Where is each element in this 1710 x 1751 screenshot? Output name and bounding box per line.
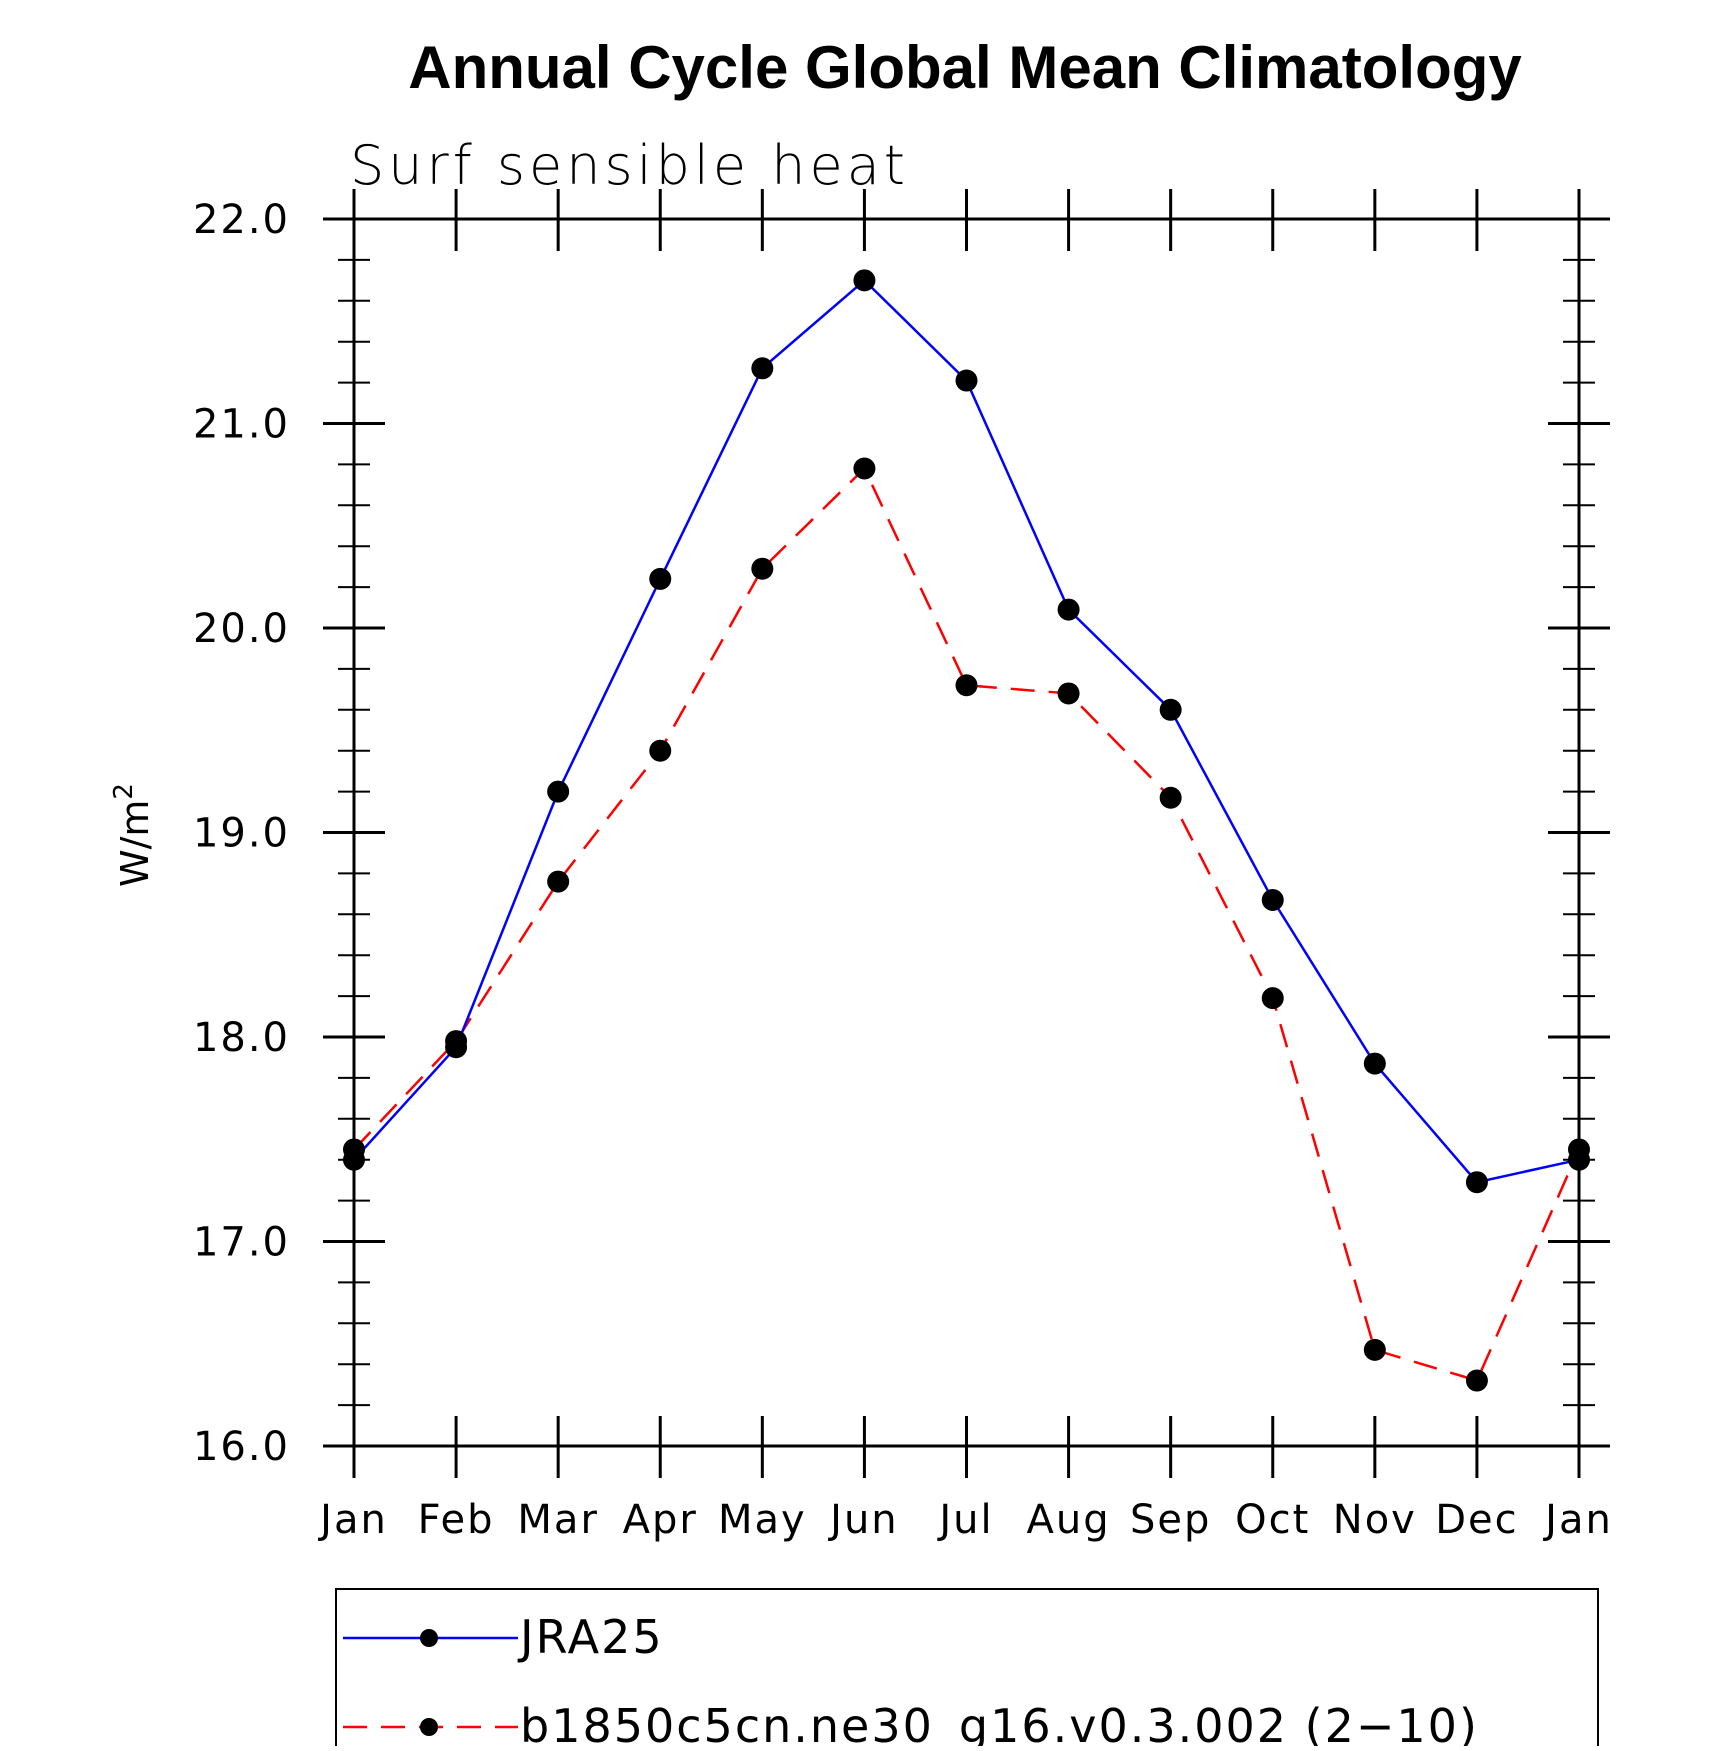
legend: JRA25 b1850c5cn.ne30_g16.v0.3.002 (2−10) bbox=[335, 1588, 1599, 1751]
legend-marker-model bbox=[420, 1718, 438, 1736]
legend-label-jra25: JRA25 bbox=[517, 1610, 664, 1664]
series-line-1 bbox=[353, 466, 1581, 1383]
legend-label-model: b1850c5cn.ne30_g16.v0.3.002 (2−10) bbox=[520, 1699, 1479, 1746]
series-1-point bbox=[1159, 786, 1182, 809]
y-tick-label: 22.0 bbox=[193, 197, 290, 243]
y-tick-label: 20.0 bbox=[193, 606, 290, 652]
y-axis-label-superscript: 2 bbox=[109, 783, 139, 800]
series-0-point bbox=[1057, 598, 1080, 621]
x-tick-label: Feb bbox=[418, 1497, 495, 1543]
series-0-point bbox=[547, 780, 570, 803]
series-1-point bbox=[1261, 987, 1284, 1010]
x-tick-label: Aug bbox=[1027, 1497, 1111, 1543]
x-tick-label: Jun bbox=[827, 1497, 899, 1543]
series-0-point bbox=[751, 357, 774, 380]
legend-marker-jra25 bbox=[420, 1629, 438, 1647]
series-line-0 bbox=[353, 278, 1580, 1184]
y-tick-label: 21.0 bbox=[193, 402, 290, 448]
y-tick-label: 19.0 bbox=[193, 811, 290, 857]
series-1-point bbox=[649, 739, 672, 762]
series-1-point bbox=[547, 870, 570, 893]
x-tick-label: Jul bbox=[936, 1497, 993, 1543]
series-0-point bbox=[1261, 888, 1284, 911]
series-1-point bbox=[751, 557, 774, 580]
chart-title: Annual Cycle Global Mean Climatology bbox=[408, 34, 1522, 101]
series-1-point bbox=[445, 1030, 468, 1053]
x-tick-label: Nov bbox=[1333, 1497, 1417, 1543]
series-0-point bbox=[649, 567, 672, 590]
y-tick-label: 17.0 bbox=[193, 1220, 290, 1266]
series-1-point bbox=[955, 674, 978, 697]
x-tick-label: Apr bbox=[623, 1497, 698, 1543]
x-tick-label: Mar bbox=[517, 1497, 598, 1543]
svg-text:W/m2: W/m2 bbox=[109, 783, 157, 887]
y-tick-label: 16.0 bbox=[193, 1424, 290, 1470]
y-axis-label-text: W/m bbox=[113, 800, 157, 887]
x-tick-label: Jan bbox=[1542, 1497, 1613, 1543]
series-1-point bbox=[1363, 1338, 1386, 1361]
series-1-point bbox=[343, 1138, 365, 1161]
x-tick-label: May bbox=[718, 1497, 807, 1543]
series-layer bbox=[343, 269, 1590, 1392]
series-1-point bbox=[853, 457, 876, 480]
series-0-point bbox=[1465, 1171, 1488, 1194]
series-0-point bbox=[853, 269, 876, 292]
x-tick-label: Oct bbox=[1235, 1497, 1310, 1543]
x-tick-label: Sep bbox=[1130, 1497, 1211, 1543]
series-0-point bbox=[1363, 1052, 1386, 1075]
y-axis-label: W/m2 bbox=[109, 783, 157, 887]
series-1-point bbox=[1465, 1369, 1488, 1392]
legend-box bbox=[335, 1588, 1599, 1751]
axis-ticks: Jan Feb Mar Apr May Jun Jul Aug Sep Oct Nov Dec Jan 1… bbox=[193, 189, 1613, 1543]
x-tick-label: Dec bbox=[1435, 1497, 1518, 1543]
x-tick-label: Jan bbox=[317, 1497, 388, 1543]
series-0-point bbox=[955, 369, 978, 392]
chart-subtitle: Surf sensible heat bbox=[350, 134, 909, 197]
y-tick-label: 18.0 bbox=[193, 1015, 290, 1061]
series-1-point bbox=[1057, 682, 1080, 705]
plot-frame bbox=[352, 217, 1581, 1448]
series-0-point bbox=[1159, 698, 1182, 721]
series-1-point bbox=[1568, 1138, 1590, 1161]
